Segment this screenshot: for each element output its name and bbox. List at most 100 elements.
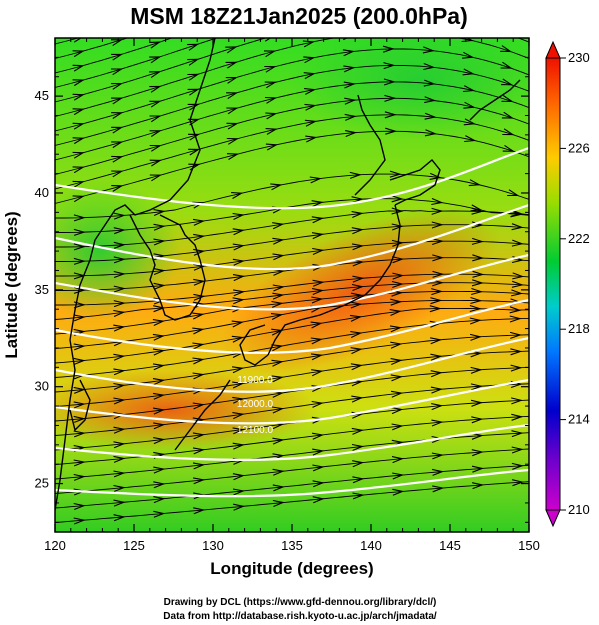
x-tick-label: 140 [360, 538, 382, 553]
wind-arrowhead [72, 108, 85, 116]
wind-arrowhead [272, 222, 285, 230]
x-tick-label: 130 [202, 538, 224, 553]
wind-arrowhead [187, 133, 201, 141]
wind-arrowhead [113, 382, 126, 390]
wind-streamline [55, 38, 529, 103]
wind-arrowhead [192, 402, 206, 410]
wind-arrowhead [392, 488, 405, 496]
wind-arrowhead [352, 275, 365, 283]
wind-arrowhead [351, 443, 365, 452]
wind-arrowhead [311, 400, 324, 408]
wind-arrowhead [73, 473, 86, 481]
wind-arrowhead [429, 320, 443, 328]
wind-arrowhead [73, 301, 86, 309]
wind-arrowhead [303, 72, 316, 80]
wind-arrowhead [265, 143, 279, 151]
wind-arrowhead [73, 38, 82, 43]
wind-arrowhead [536, 27, 546, 34]
wind-arrowhead [264, 65, 277, 73]
wind-arrowhead [192, 327, 205, 335]
wind-arrowhead [391, 239, 405, 247]
wind-arrowhead [472, 254, 485, 262]
wind-arrowhead [536, 10, 546, 17]
wind-arrowhead [113, 397, 126, 405]
colorbar-body [545, 57, 561, 511]
wind-arrowhead [149, 159, 163, 167]
wind-arrowhead [271, 359, 284, 367]
wind-arrowhead [510, 364, 523, 372]
wind-arrowhead [312, 496, 325, 504]
wind-arrowhead [113, 484, 126, 493]
y-tick-label: 40 [35, 185, 49, 200]
wind-arrowhead [193, 477, 206, 485]
wind-arrowhead [511, 209, 524, 217]
wind-arrowhead [226, 137, 240, 145]
wind-arrowhead [231, 192, 244, 199]
wind-arrowhead [512, 272, 525, 280]
wind-arrowhead [502, 128, 515, 136]
wind-arrowhead [73, 502, 86, 511]
wind-arrowhead [470, 296, 483, 305]
credit-data: Data from http://database.rish.kyoto-u.a… [163, 611, 437, 622]
wind-arrowhead [113, 426, 126, 434]
wind-arrowhead [111, 126, 124, 134]
wind-arrowhead [390, 298, 403, 306]
wind-arrowhead [264, 81, 277, 89]
wind-arrowhead [193, 293, 206, 301]
wind-arrowhead [73, 415, 86, 423]
wind-streamline [55, 282, 529, 320]
wind-arrowhead [271, 300, 284, 308]
wind-streamline [55, 48, 529, 132]
wind-arrowhead [113, 309, 126, 318]
wind-arrowhead [231, 335, 245, 343]
wind-arrowhead [153, 305, 166, 313]
wind-arrowhead [227, 38, 228, 39]
y-tick-label: 30 [35, 379, 49, 394]
wind-arrowhead [351, 227, 365, 235]
wind-streamline [55, 317, 529, 378]
colorbar-ticks: 230 226 222 218 214 210 [560, 50, 590, 517]
wind-arrowhead [111, 141, 124, 149]
wind-streamline [55, 299, 529, 349]
contour-label: 11900.0 [237, 375, 273, 386]
wind-arrowhead [344, 113, 357, 121]
wind-arrowhead [430, 370, 443, 378]
wind-arrowhead [422, 30, 432, 36]
wind-arrowhead [391, 280, 405, 289]
wind-arrowhead [511, 479, 525, 487]
wind-arrowhead [384, 111, 397, 119]
wind-arrowhead [305, 135, 318, 143]
wind-arrowhead [73, 228, 86, 236]
wind-arrowhead [111, 170, 124, 178]
wind-arrowhead [188, 148, 201, 156]
wind-arrowhead [72, 122, 85, 130]
wind-arrowhead [265, 38, 272, 42]
height-contour [55, 203, 529, 271]
wind-arrowhead [272, 484, 285, 492]
wind-arrowhead [383, 30, 393, 36]
wind-arrowhead [382, 45, 396, 53]
wind-arrowhead [392, 272, 405, 280]
x-axis: 120 125 130 135 140 145 150 [44, 38, 540, 553]
wind-arrowhead [271, 344, 284, 352]
cool-region-north [290, 38, 529, 140]
wind-arrowhead [424, 112, 437, 120]
wind-arrowhead [312, 464, 325, 472]
wind-arrowhead [187, 58, 200, 66]
wind-arrowhead [312, 432, 325, 440]
wind-arrowhead [422, 46, 436, 54]
y-tick-label: 45 [35, 88, 49, 103]
wind-streamline [55, 81, 529, 161]
wind-arrowhead [72, 195, 85, 203]
wind-arrowhead [501, 111, 515, 119]
wind-arrowhead [469, 304, 482, 313]
colorbar-label: 230 [568, 50, 590, 65]
height-contour [55, 468, 529, 498]
wind-arrowhead [111, 68, 124, 76]
wind-arrowhead [423, 62, 436, 71]
wind-arrowhead [113, 470, 126, 478]
wind-arrowhead [113, 212, 126, 220]
wind-streamline [55, 224, 529, 262]
wind-arrowhead [471, 237, 485, 245]
wind-arrowhead [192, 342, 205, 350]
